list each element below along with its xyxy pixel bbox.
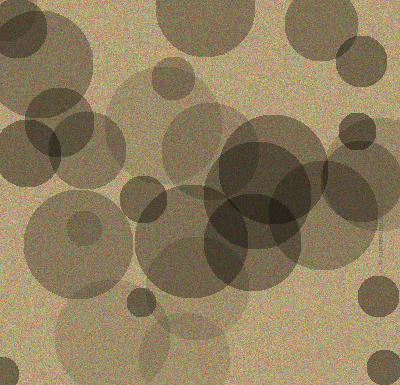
Y-axis label: Percentage <140 ng/mL: Percentage <140 ng/mL xyxy=(11,105,21,241)
Bar xyxy=(67,243,105,285)
Bar xyxy=(295,240,333,275)
Text: 13.9: 13.9 xyxy=(148,177,176,190)
Bar xyxy=(143,249,181,274)
Bar xyxy=(295,152,333,240)
Text: 1.6: 1.6 xyxy=(76,286,96,299)
Bar xyxy=(67,129,105,243)
Bar xyxy=(219,254,257,300)
Text: 16.0: 16.0 xyxy=(224,139,252,152)
Text: 3.7: 3.7 xyxy=(304,251,324,264)
Text: 9.4: 9.4 xyxy=(304,189,324,203)
Bar xyxy=(295,275,333,300)
Text: 4.5: 4.5 xyxy=(76,258,96,271)
Text: Blood Folate Levels Among Women, by Ethnicity: Blood Folate Levels Among Women, by Ethn… xyxy=(0,21,400,36)
Bar xyxy=(143,274,181,300)
Legend: Mexican American, Non-Hispanic white, Non-Hispanic black: Mexican American, Non-Hispanic white, No… xyxy=(14,361,350,381)
Text: 3.6: 3.6 xyxy=(228,231,248,244)
Text: © JUPITERUNLIMITED.COM: © JUPITERUNLIMITED.COM xyxy=(379,182,385,265)
Bar xyxy=(219,70,257,220)
Text: 2.7: 2.7 xyxy=(152,255,172,268)
Text: 2.8: 2.8 xyxy=(152,281,172,294)
Bar xyxy=(219,220,257,254)
Text: 4.9: 4.9 xyxy=(228,271,248,284)
Bar xyxy=(143,118,181,249)
Text: 2.7: 2.7 xyxy=(304,281,324,294)
Bar xyxy=(67,285,105,300)
Text: 12.1: 12.1 xyxy=(72,179,100,192)
